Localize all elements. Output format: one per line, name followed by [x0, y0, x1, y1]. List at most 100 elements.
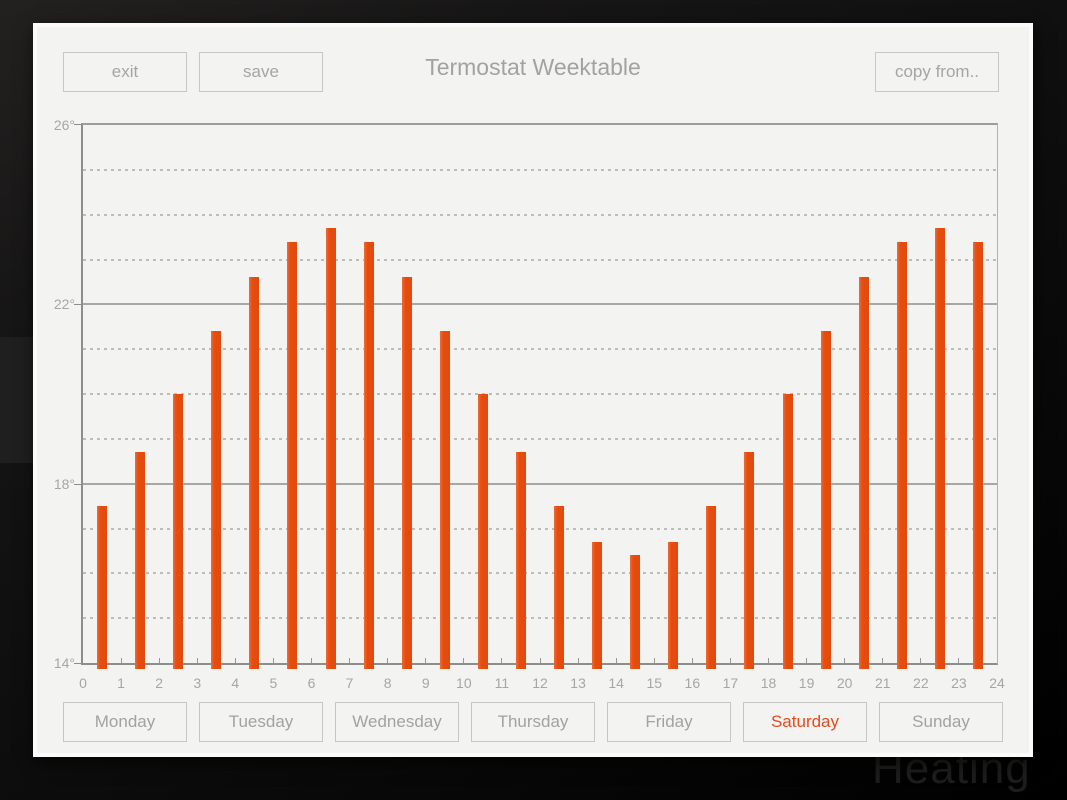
day-button-thursday[interactable]: Thursday — [471, 702, 595, 742]
x-axis-label-9: 9 — [421, 675, 430, 691]
x-axis-tick-17 — [729, 658, 731, 663]
x-axis-tick-23 — [958, 658, 960, 663]
y-axis-tick-26 — [74, 124, 81, 125]
temperature-bar-hour-16[interactable] — [706, 506, 717, 669]
temperature-bar-hour-20[interactable] — [858, 277, 869, 669]
x-axis-tick-5 — [272, 658, 274, 663]
x-axis-tick-18 — [768, 658, 769, 663]
temperature-bar-hour-4[interactable] — [249, 277, 260, 669]
x-axis-label-2: 2 — [155, 675, 164, 691]
gridline-solid-22 — [83, 303, 997, 306]
x-axis-tick-6 — [311, 658, 312, 663]
save-button[interactable]: save — [199, 52, 323, 92]
page-title: Termostat Weektable — [425, 54, 641, 80]
x-axis-tick-1 — [120, 658, 122, 663]
temperature-bar-hour-12[interactable] — [554, 506, 565, 669]
x-axis-label-11: 11 — [494, 675, 510, 691]
gridline-dashed-24 — [83, 213, 997, 216]
temperature-bar-hour-13[interactable] — [592, 541, 603, 669]
y-axis-tick-14 — [74, 663, 81, 664]
temperature-bar-hour-10[interactable] — [477, 394, 488, 669]
temperature-bar-hour-3[interactable] — [211, 331, 222, 669]
gridline-dashed-19 — [83, 437, 997, 440]
x-axis-label-13: 13 — [570, 675, 586, 691]
day-button-sunday[interactable]: Sunday — [879, 702, 1003, 742]
x-axis-label-0: 0 — [79, 675, 87, 691]
x-axis-label-15: 15 — [646, 675, 663, 691]
weektable-panel: exit save Termostat Weektable copy from.… — [33, 23, 1033, 757]
x-axis-tick-2 — [158, 658, 160, 663]
temperature-bar-hour-14[interactable] — [630, 555, 641, 669]
x-axis-label-16: 16 — [684, 675, 701, 691]
x-axis-tick-13 — [577, 658, 579, 663]
x-axis-label-4: 4 — [231, 675, 240, 691]
temperature-bar-hour-15[interactable] — [668, 541, 679, 669]
x-axis-tick-9 — [425, 658, 427, 663]
temperature-bar-hour-23[interactable] — [972, 241, 983, 669]
x-axis-tick-12 — [539, 658, 541, 663]
x-axis-label-6: 6 — [307, 675, 316, 691]
temperature-bar-hour-0[interactable] — [97, 506, 108, 669]
x-axis-label-17: 17 — [722, 675, 739, 691]
x-axis-tick-7 — [349, 658, 351, 663]
x-axis-label-18: 18 — [760, 675, 777, 691]
x-axis-tick-20 — [844, 658, 846, 663]
day-button-monday[interactable]: Monday — [63, 702, 187, 742]
x-axis-label-5: 5 — [269, 675, 278, 691]
x-axis-label-21: 21 — [874, 675, 891, 691]
x-axis-label-3: 3 — [193, 675, 202, 691]
x-axis-tick-22 — [920, 658, 922, 663]
copy-from-button[interactable]: copy from.. — [875, 52, 999, 92]
day-button-saturday[interactable]: Saturday — [743, 702, 867, 742]
x-axis-label-23: 23 — [951, 675, 967, 691]
temperature-bar-hour-7[interactable] — [363, 241, 374, 669]
gridline-dashed-15 — [83, 617, 997, 620]
temperature-bar-hour-18[interactable] — [782, 394, 793, 669]
temperature-bar-hour-11[interactable] — [515, 452, 526, 669]
x-axis-tick-16 — [691, 658, 693, 663]
temperature-bar-hour-17[interactable] — [744, 452, 755, 669]
temperature-bar-hour-19[interactable] — [820, 331, 831, 669]
x-axis-label-1: 1 — [117, 675, 125, 691]
x-axis-tick-11 — [501, 658, 503, 663]
temperature-bar-hour-8[interactable] — [401, 277, 412, 669]
temperature-bar-hour-6[interactable] — [325, 228, 336, 669]
x-axis-label-20: 20 — [836, 675, 853, 691]
gridline-dashed-25 — [83, 168, 997, 171]
y-axis-label-22: 22° — [53, 296, 75, 313]
day-button-friday[interactable]: Friday — [607, 702, 731, 742]
x-axis-tick-14 — [615, 658, 617, 663]
day-selector-row: Monday Tuesday Wednesday Thursday Friday Satu… — [63, 702, 1003, 742]
y-axis-tick-18 — [74, 483, 81, 485]
background-accent-patch — [0, 337, 33, 463]
x-axis-label-8: 8 — [383, 675, 392, 691]
y-axis-tick-22 — [74, 304, 81, 306]
x-axis-tick-15 — [653, 658, 655, 663]
gridline-solid-18 — [83, 482, 997, 485]
x-axis-tick-8 — [387, 658, 389, 663]
x-axis-label-12: 12 — [532, 675, 548, 691]
y-axis-label-18: 18° — [53, 475, 75, 492]
temperature-schedule-chart: 26° 22° 18° 14° 0 1 2 3 4 5 6 7 8 9 10 11 12 13 14 15 16 17 18… — [54, 117, 1005, 691]
day-button-tuesday[interactable]: Tuesday — [199, 702, 323, 742]
temperature-bar-hour-5[interactable] — [287, 241, 298, 669]
x-axis-tick-4 — [234, 658, 236, 663]
gridline-dashed-17 — [83, 527, 997, 530]
temperature-bar-hour-2[interactable] — [173, 394, 184, 669]
x-axis-tick-10 — [463, 658, 465, 663]
y-axis-label-26: 26° — [53, 117, 75, 133]
exit-button[interactable]: exit — [63, 52, 187, 92]
day-button-wednesday[interactable]: Wednesday — [335, 702, 459, 742]
x-axis-tick-21 — [882, 658, 884, 663]
x-axis-tick-3 — [196, 658, 198, 663]
temperature-bar-hour-9[interactable] — [439, 331, 450, 669]
temperature-bar-hour-21[interactable] — [896, 241, 907, 669]
x-axis-label-19: 19 — [798, 675, 815, 691]
temperature-bar-hour-22[interactable] — [934, 228, 945, 669]
x-axis-label-7: 7 — [345, 675, 354, 691]
gridline-dashed-20 — [83, 393, 997, 395]
temperature-bar-hour-1[interactable] — [135, 452, 146, 669]
gridline-dashed-16 — [83, 572, 997, 575]
y-axis-label-14: 14° — [53, 655, 75, 671]
x-axis-label-24: 24 — [989, 675, 1005, 691]
